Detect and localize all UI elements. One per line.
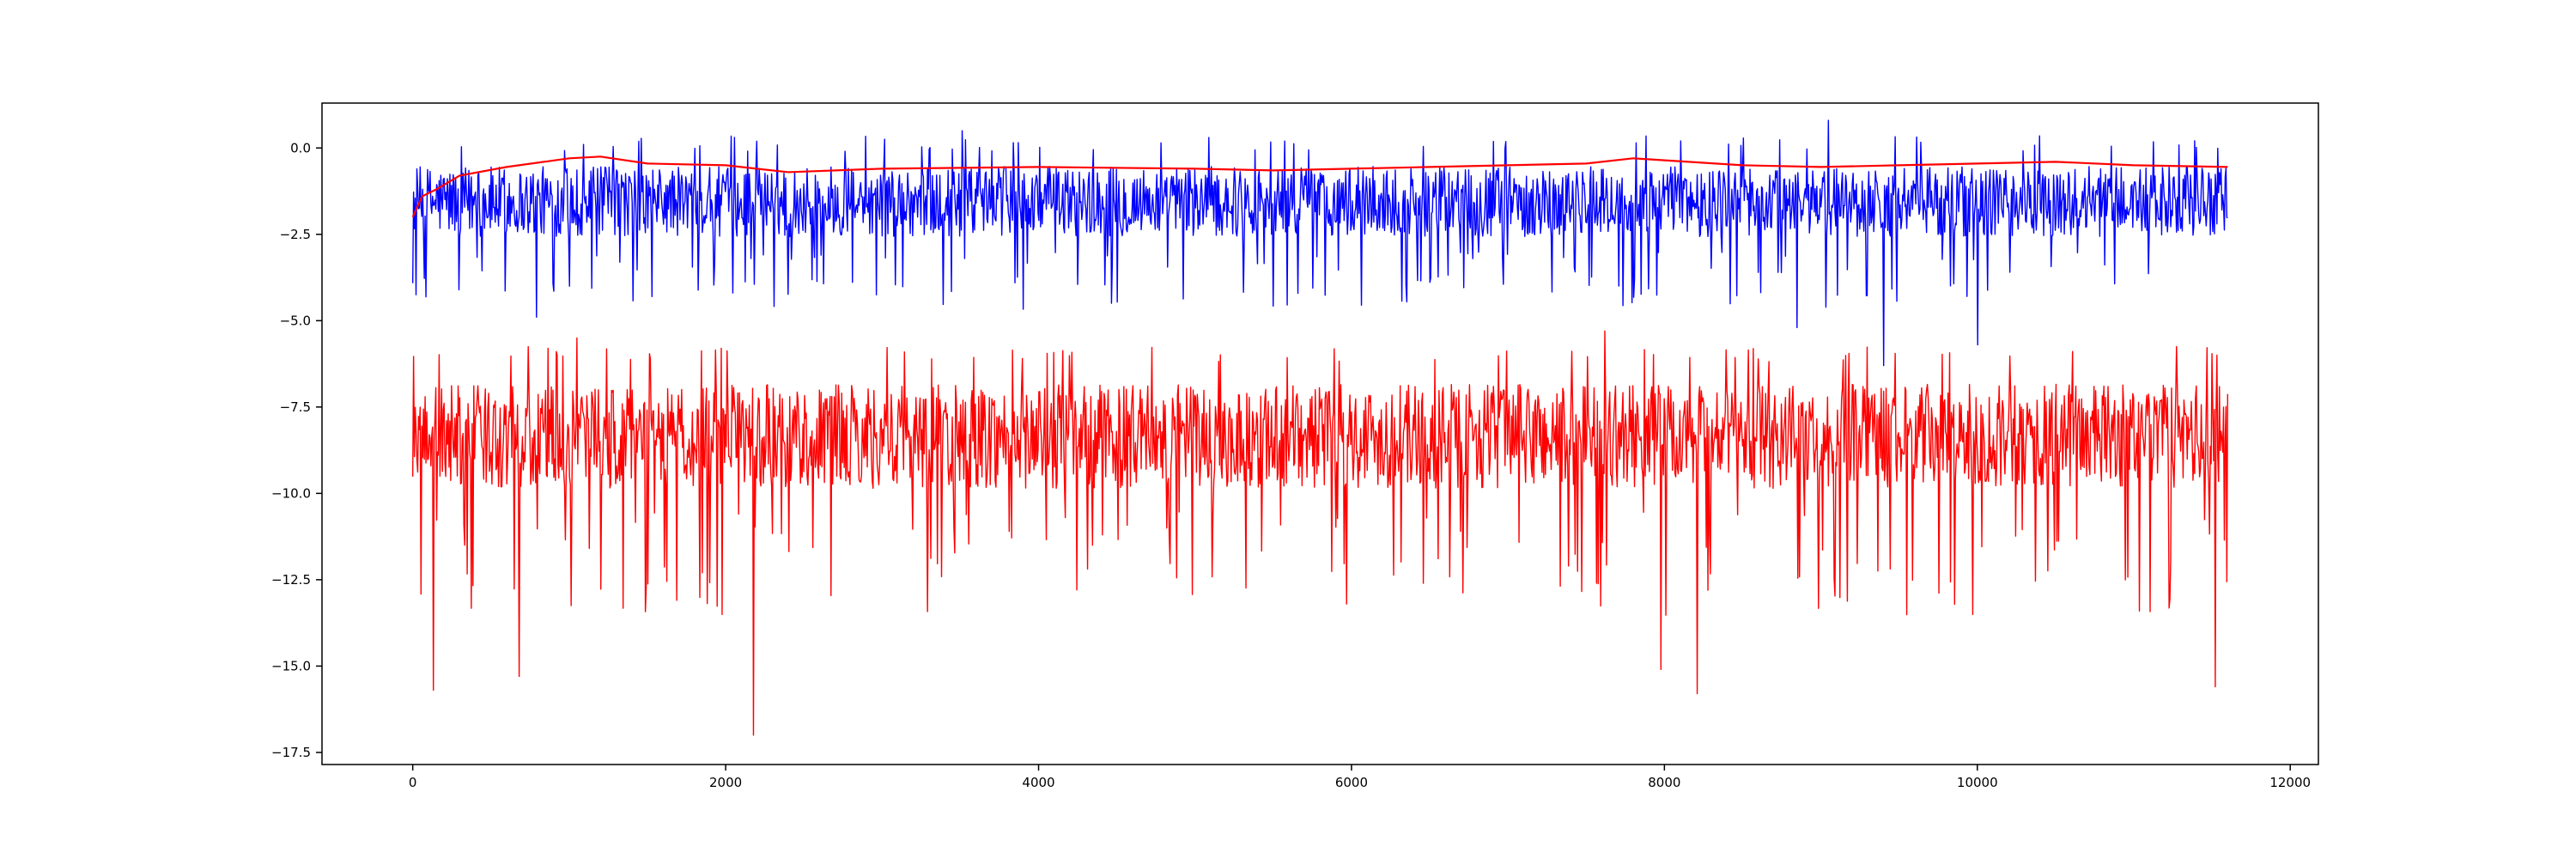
x-tick-label: 10000: [1957, 775, 1998, 790]
y-tick-label: −17.5: [271, 745, 311, 760]
y-tick-label: 0.0: [290, 140, 311, 155]
plot-frame: [321, 102, 2319, 765]
x-tick-label: 0: [409, 775, 417, 790]
x-tick-label: 8000: [1648, 775, 1680, 790]
series-line-2: [411, 330, 2229, 736]
y-tick-label: −12.5: [271, 572, 311, 588]
x-tick-label: 12000: [2269, 775, 2311, 790]
x-tick-label: 4000: [1022, 775, 1054, 790]
y-tick-label: −15.0: [271, 658, 311, 673]
y-axis: 0.0 −2.5 −5.0 −7.5 −10.0 −12.5 −15.0 −17.5: [271, 140, 322, 760]
x-tick-label: 6000: [1335, 775, 1368, 790]
series-layer: [411, 119, 2229, 736]
y-tick-label: −5.0: [280, 313, 311, 328]
y-tick-label: −2.5: [280, 227, 311, 242]
series-line-1: [411, 119, 2228, 367]
x-tick-label: 2000: [709, 775, 742, 790]
x-axis: 0 2000 4000 6000 8000 10000 12000: [409, 765, 2311, 790]
y-tick-label: −10.0: [271, 485, 311, 501]
y-tick-label: −7.5: [280, 399, 311, 415]
series-line-3: [411, 155, 2228, 218]
